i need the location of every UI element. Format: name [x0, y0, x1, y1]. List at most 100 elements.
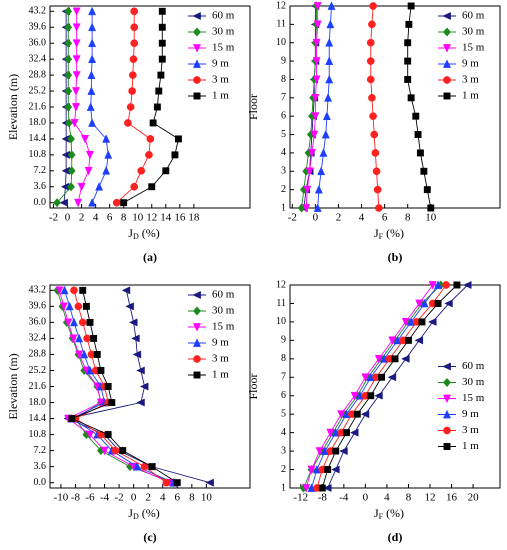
marker-circle [111, 446, 120, 455]
plot-frame [289, 5, 501, 209]
marker-triangle-down [86, 150, 94, 160]
marker-triangle-up [313, 203, 322, 212]
legend-label: 30 m [212, 26, 235, 38]
marker-circle [366, 57, 375, 65]
marker-square [193, 92, 201, 100]
marker-square [343, 429, 350, 437]
marker-circle [162, 478, 171, 487]
marker-square [416, 149, 424, 157]
marker-circle [130, 182, 139, 191]
marker-circle [193, 355, 201, 363]
marker-square [405, 336, 412, 344]
y-tick-label: 39.6 [29, 22, 47, 33]
legend-label: 30 m [462, 26, 485, 38]
y-tick-label: 11 [276, 19, 286, 30]
marker-triangle-down [312, 75, 321, 85]
marker-triangle-down [307, 465, 316, 475]
panel-label: (d) [388, 530, 403, 544]
x-tick-label: 0 [363, 492, 369, 504]
marker-triangle-down [69, 334, 78, 344]
legend-label: 15 m [212, 321, 235, 333]
x-tick-label: -10 [54, 492, 69, 504]
marker-triangle-down [428, 281, 437, 290]
marker-triangle-down [310, 130, 319, 140]
marker-square [173, 479, 181, 487]
y-tick-label: 18.0 [29, 397, 47, 408]
marker-triangle-left [339, 447, 348, 456]
marker-square [158, 23, 166, 31]
marker-square [404, 39, 412, 47]
marker-square [93, 350, 101, 358]
legend-label: 9 m [212, 337, 229, 349]
y-axis-label: Elevation (m) [6, 353, 20, 419]
x-axis-label: JF (%) [374, 506, 404, 521]
x-tick-label: -4 [339, 492, 349, 504]
marker-triangle-left [128, 318, 138, 327]
marker-diamond [64, 6, 73, 16]
marker-circle [129, 55, 138, 64]
series-line [303, 284, 442, 489]
marker-triangle-down [84, 166, 93, 176]
y-tick-label: 28.8 [29, 349, 47, 360]
marker-diamond [193, 27, 201, 37]
marker-triangle-down [313, 20, 322, 30]
x-tick-label: 4 [359, 212, 365, 224]
marker-diamond [53, 198, 61, 208]
x-tick-label: 2 [79, 212, 85, 224]
marker-circle [146, 135, 155, 143]
marker-triangle-down [374, 354, 383, 364]
marker-triangle-down [311, 112, 320, 121]
marker-square [367, 392, 375, 400]
y-tick-label: 3 [281, 166, 286, 177]
x-label-sub: D [133, 512, 139, 521]
marker-square [443, 92, 451, 100]
marker-circle [137, 166, 146, 175]
x-tick-label: 12 [425, 492, 436, 504]
legend-label: 3 m [462, 74, 479, 86]
marker-triangle-down [59, 302, 68, 312]
marker-circle [74, 302, 83, 311]
marker-triangle-up [326, 19, 335, 29]
marker-circle [83, 334, 91, 343]
marker-triangle-left [59, 198, 68, 207]
x-tick-label: 6 [107, 212, 113, 224]
marker-triangle-left [428, 317, 437, 326]
marker-square [90, 334, 98, 342]
marker-circle [370, 130, 379, 139]
legend-label: 9 m [212, 58, 229, 70]
x-tick-label: -6 [85, 492, 95, 504]
marker-triangle-up [87, 70, 96, 79]
marker-triangle-down [315, 447, 324, 456]
marker-square [423, 186, 431, 194]
x-label-sub: F [379, 232, 384, 241]
x-tick-label: 16 [446, 492, 458, 504]
marker-triangle-up [321, 129, 330, 139]
marker-square [158, 55, 166, 63]
marker-square [353, 410, 361, 418]
marker-square [119, 447, 127, 455]
x-tick-label: 2 [336, 212, 342, 224]
marker-square [86, 318, 94, 326]
marker-diamond [64, 54, 73, 64]
y-tick-label: 2 [281, 184, 286, 195]
marker-circle [366, 38, 375, 47]
marker-circle [124, 119, 132, 127]
marker-diamond [64, 22, 73, 32]
marker-square [97, 367, 105, 374]
marker-diamond [64, 38, 73, 48]
panel-label: (a) [143, 250, 157, 264]
marker-square [391, 355, 399, 363]
marker-triangle-left [192, 12, 201, 20]
marker-triangle-down [64, 318, 73, 328]
marker-triangle-down [303, 185, 312, 195]
marker-diamond [64, 102, 73, 112]
y-tick-label: 5 [281, 129, 286, 140]
marker-circle [369, 112, 377, 121]
y-tick-label: 25.2 [29, 365, 47, 376]
marker-triangle-down [72, 71, 81, 80]
marker-triangle-left [136, 398, 145, 407]
x-label-main: J [374, 506, 379, 520]
marker-triangle-down [443, 394, 451, 404]
marker-triangle-up [314, 184, 323, 194]
marker-square [108, 399, 116, 406]
